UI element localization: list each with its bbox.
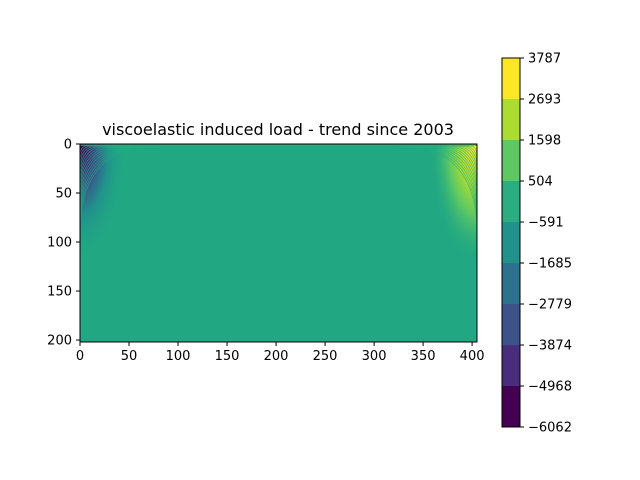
- colorbar-segment: [502, 345, 520, 387]
- x-tick-label: 0: [76, 349, 84, 364]
- colorbar-tick-label: −591: [528, 216, 564, 231]
- colorbar-tick-label: −6062: [528, 421, 572, 436]
- y-tick-label: 200: [47, 334, 72, 349]
- heatmap-contour: [79, 145, 151, 223]
- colorbar-segment: [502, 263, 520, 304]
- heatmap-contour: [79, 145, 162, 235]
- x-tick-label: 400: [460, 349, 485, 364]
- x-axis: 0 50 100 150 200 250 300 350 400: [76, 342, 485, 364]
- colorbar-tick-label: −2779: [528, 298, 572, 313]
- colorbar-tick-label: −3874: [528, 339, 572, 354]
- x-tick-label: 150: [215, 349, 240, 364]
- heatmap-contour: [422, 145, 478, 205]
- colorbar-tick-label: −1685: [528, 257, 572, 272]
- colorbar-segment: [502, 304, 520, 346]
- heatmap-contour: [401, 145, 478, 229]
- x-tick-label: 300: [362, 349, 387, 364]
- heatmap-contour: [79, 145, 145, 217]
- colorbar-segment: [502, 58, 520, 99]
- x-tick-label: 100: [166, 349, 191, 364]
- x-tick-label: 50: [121, 349, 138, 364]
- heatmap-top-band: [80, 144, 477, 146]
- colorbar-tick-label: 2693: [528, 92, 561, 107]
- colorbar-tick-label: −4968: [528, 380, 572, 395]
- colorbar-segment: [502, 181, 520, 223]
- y-tick-label: 150: [47, 285, 72, 300]
- chart-title: viscoelastic induced load - trend since …: [102, 120, 454, 139]
- heatmap-contour: [79, 145, 135, 205]
- colorbar-segment: [502, 98, 520, 141]
- x-tick-label: 250: [313, 349, 338, 364]
- colorbar-tick-label: 1598: [528, 134, 561, 149]
- colorbar-segment: [502, 222, 520, 264]
- heatmap-contour: [79, 145, 156, 229]
- y-tick-label: 0: [64, 138, 72, 153]
- colorbar-segment: [502, 140, 520, 181]
- y-axis: 0 50 100 150 200: [47, 138, 80, 349]
- heatmap-contour: [412, 145, 478, 217]
- colorbar-segment: [502, 386, 520, 427]
- x-tick-label: 200: [264, 349, 289, 364]
- y-tick-label: 100: [47, 236, 72, 251]
- colorbar-tick-label: 3787: [528, 52, 561, 67]
- colorbar-frame: [501, 57, 521, 428]
- heatmap-contour: [417, 145, 478, 211]
- colorbar: −6062 −4968 −3874 −2779 −1685 −591 504 1598 2693…: [501, 52, 572, 436]
- heatmap-field: [80, 144, 477, 342]
- x-tick-label: 350: [411, 349, 436, 364]
- plot-frame: [79, 143, 478, 343]
- colorbar-tick-label: 504: [528, 175, 553, 190]
- y-tick-label: 50: [55, 187, 72, 202]
- heatmap-contour: [395, 145, 478, 235]
- heatmap-plot-area: [79, 143, 478, 343]
- heatmap-contour: [406, 145, 478, 223]
- heatmap-contour: [79, 145, 140, 211]
